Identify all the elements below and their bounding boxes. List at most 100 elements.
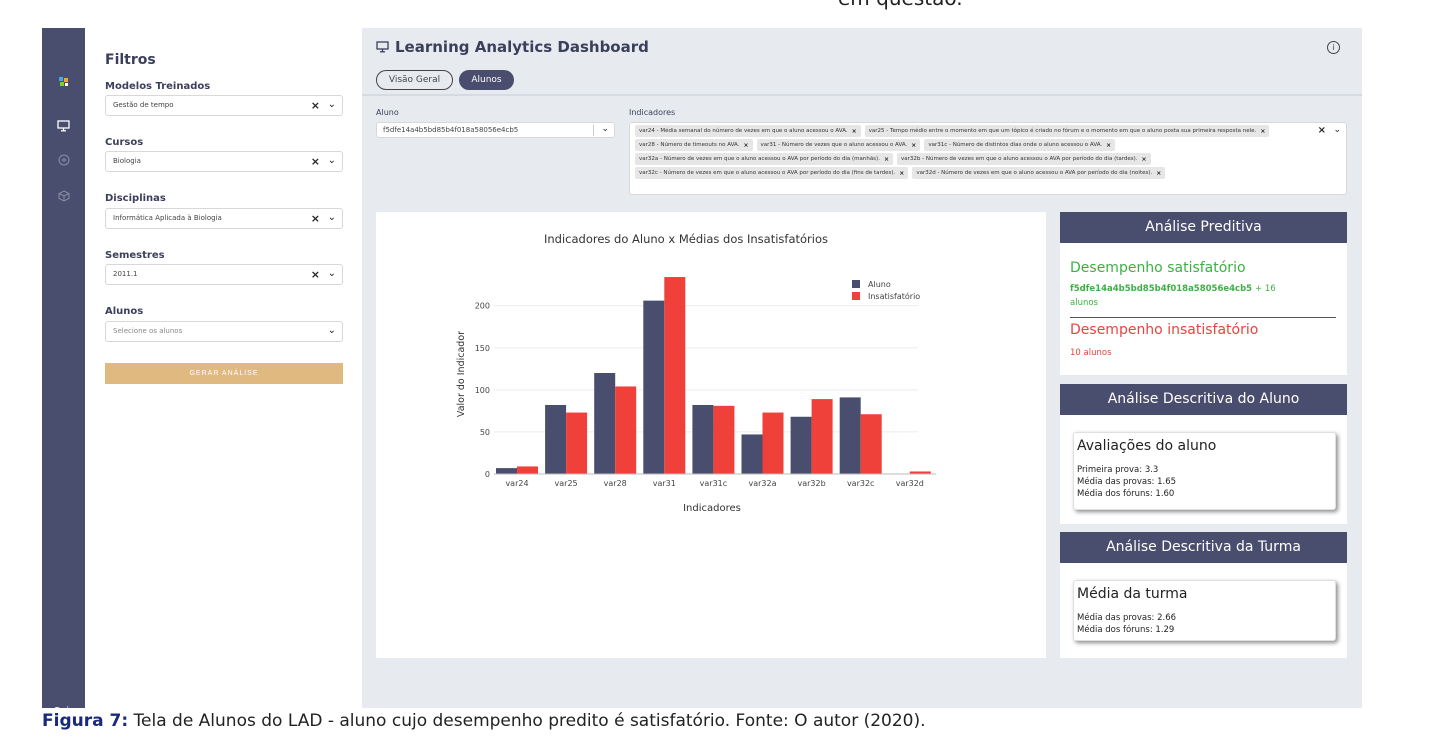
satisfatorio-student: f5dfe14a4b5bd85b4f018a58056e4cb5 + 16 <box>1070 284 1276 294</box>
chevron-down-icon[interactable]: ⌄ <box>1333 125 1341 135</box>
filter-label-modelos: Modelos Treinados <box>105 81 211 92</box>
indicadores-label: Indicadores <box>629 108 676 117</box>
disciplinas-select[interactable]: Informática Aplicada à Biologia × ⌄ <box>105 208 343 229</box>
indicator-tag: var32b - Número de vezes em que o aluno … <box>896 153 1151 165</box>
bar-aluno-var32b <box>790 416 812 474</box>
alunos-placeholder: Selecione os alunos <box>113 327 183 335</box>
filters-panel: Filtros Modelos Treinados Gestão de temp… <box>85 28 362 708</box>
semestres-value: 2011.1 <box>113 270 138 278</box>
filters-title: Filtros <box>105 52 156 68</box>
tag-label: var25 - Tempo médio entre o momento em q… <box>868 128 1257 134</box>
aluno-select[interactable]: f5dfe14a4b5bd85b4f018a58056e4cb5 ⌄ <box>376 122 615 138</box>
tag-label: var32d - Número de vezes em que o aluno … <box>916 170 1153 176</box>
tag-label: var32c - Número de vezes em que o aluno … <box>639 170 896 176</box>
preditiva-title: Análise Preditiva <box>1060 212 1347 243</box>
legend-label-insatisfatório: Insatisfatório <box>868 291 920 301</box>
indicator-tag: var32d - Número de vezes em que o aluno … <box>912 167 1166 179</box>
remove-icon[interactable]: × <box>899 169 905 177</box>
semestres-select[interactable]: 2011.1 × ⌄ <box>105 264 343 285</box>
filter-label-alunos: Alunos <box>105 306 144 317</box>
chevron-down-icon[interactable]: ⌄ <box>327 99 336 110</box>
tab-visao-geral[interactable]: Visão Geral <box>376 70 453 90</box>
main-area: Learning Analytics Dashboard i Visão Ger… <box>362 28 1362 708</box>
tab-alunos[interactable]: Alunos <box>459 70 514 90</box>
remove-icon[interactable]: × <box>743 141 749 149</box>
remove-icon[interactable]: × <box>883 155 889 163</box>
chevron-down-icon[interactable]: ⌄ <box>327 212 336 223</box>
tag-label: var32b - Número de vezes em que o aluno … <box>900 156 1138 162</box>
remove-icon[interactable]: × <box>1106 141 1112 149</box>
x-tick-label: var25 <box>555 479 578 488</box>
insatisfatorio-title: Desempenho insatisfatório <box>1070 322 1259 338</box>
avaliacao-line: Média dos fóruns: 1.60 <box>1077 489 1175 499</box>
x-tick-label: var31 <box>653 479 676 488</box>
indicator-tag: var28 - Número de timeouts no AVA. × <box>635 139 753 151</box>
avaliacao-line: Média das provas: 1.65 <box>1077 477 1177 487</box>
modelos-value: Gestão de tempo <box>113 101 174 109</box>
figure-caption-text: Tela de Alunos do LAD - aluno cujo desem… <box>128 711 926 731</box>
chevron-down-icon[interactable]: ⌄ <box>601 124 609 134</box>
clear-icon[interactable]: × <box>310 268 320 281</box>
gerar-analise-button[interactable]: GERAR ANÁLISE <box>105 363 343 384</box>
remove-icon[interactable]: × <box>911 141 917 149</box>
descritiva-turma-card: Análise Descritiva da Turma Média da tur… <box>1060 532 1347 658</box>
clear-icon[interactable]: × <box>1317 125 1326 136</box>
info-icon[interactable]: i <box>1327 41 1340 54</box>
figure-number: Figura 7: <box>42 711 129 731</box>
exit-button[interactable]: Sair <box>53 706 74 717</box>
clear-icon[interactable]: × <box>310 212 320 225</box>
legend-swatch-insatisfatório <box>852 292 860 300</box>
chevron-down-icon[interactable]: ⌄ <box>327 155 336 166</box>
descritiva-turma-title: Análise Descritiva da Turma <box>1060 532 1347 563</box>
clear-icon[interactable]: × <box>310 99 320 112</box>
indicator-tag: var25 - Tempo médio entre o momento em q… <box>864 125 1270 137</box>
y-tick-label: 200 <box>475 302 490 311</box>
indicator-tag: var32a - Número de vezes em que o aluno … <box>635 153 893 165</box>
avaliacoes-box: Avaliações do aluno Primeira prova: 3.3 … <box>1073 432 1336 510</box>
clear-icon[interactable]: × <box>310 155 320 168</box>
bar-insatisfatório-var32a <box>762 412 784 474</box>
insatisfatorio-count: 10 alunos <box>1070 348 1112 358</box>
alunos-select[interactable]: Selecione os alunos ⌄ <box>105 321 343 342</box>
legend-swatch-aluno <box>852 280 860 288</box>
x-tick-label: var24 <box>505 479 528 488</box>
x-tick-label: var31c <box>700 479 728 488</box>
x-tick-label: var32d <box>896 479 924 488</box>
tag-label: var28 - Número de timeouts no AVA. <box>639 142 740 148</box>
y-tick-label: 50 <box>480 428 490 437</box>
remove-icon[interactable]: × <box>1141 155 1147 163</box>
nav-rail: Sair <box>42 28 85 717</box>
chevron-down-icon[interactable]: ⌄ <box>327 325 336 336</box>
bar-aluno-var32a <box>741 434 763 474</box>
cube-icon[interactable] <box>42 186 85 206</box>
remove-icon[interactable]: × <box>1260 127 1266 135</box>
plus-circle-icon[interactable] <box>42 150 85 170</box>
bar-insatisfatório-var31 <box>664 277 686 474</box>
modelos-select[interactable]: Gestão de tempo × ⌄ <box>105 95 343 116</box>
remove-icon[interactable]: × <box>851 127 857 135</box>
bar-aluno-var28 <box>594 373 616 474</box>
indicadores-tags: var24 - Média semanal do número de vezes… <box>635 125 1315 179</box>
logo-icon <box>42 72 85 92</box>
aluno-value: f5dfe14a4b5bd85b4f018a58056e4cb5 <box>383 126 519 134</box>
filter-label-semestres: Semestres <box>105 250 165 261</box>
satisfatorio-title: Desempenho satisfatório <box>1070 260 1246 276</box>
top-cut-text: em questão. <box>838 0 963 10</box>
remove-icon[interactable]: × <box>1156 169 1162 177</box>
bar-aluno-var31 <box>643 300 665 474</box>
chevron-down-icon[interactable]: ⌄ <box>327 268 336 279</box>
y-tick-label: 0 <box>485 470 490 479</box>
figure-caption: Figura 7: Tela de Alunos do LAD - aluno … <box>42 711 926 731</box>
bar-insatisfatório-var25 <box>566 412 588 474</box>
legend-label-aluno: Aluno <box>868 280 891 289</box>
divider <box>593 125 594 136</box>
cursos-select[interactable]: Biologia × ⌄ <box>105 151 343 172</box>
dashboard-title: Learning Analytics Dashboard <box>376 38 649 56</box>
bar-aluno-var32c <box>839 397 861 474</box>
monitor-icon[interactable] <box>42 116 85 136</box>
media-turma-title: Média da turma <box>1077 586 1188 602</box>
y-axis-label: Valor do Indicador <box>456 331 467 417</box>
cursos-value: Biologia <box>113 157 141 165</box>
indicadores-multiselect[interactable]: var24 - Média semanal do número de vezes… <box>629 122 1347 195</box>
